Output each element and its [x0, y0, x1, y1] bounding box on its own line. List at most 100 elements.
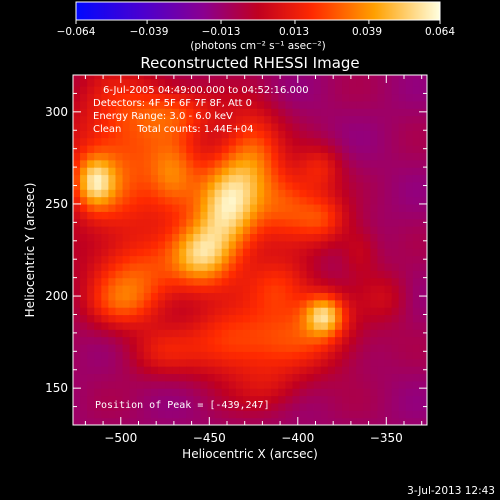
heatmap-cell [320, 174, 329, 183]
heatmap-cell [334, 115, 343, 124]
heatmap-cell [391, 226, 400, 235]
heatmap-cell [250, 93, 258, 102]
heatmap-cell [384, 321, 393, 330]
heatmap-cell [334, 255, 343, 264]
heatmap-cell [94, 93, 102, 102]
heatmap-cell [370, 218, 379, 227]
heatmap-cell [398, 329, 407, 338]
heatmap-cell [87, 181, 95, 190]
heatmap-cell [264, 115, 272, 124]
heatmap-cell [285, 277, 294, 286]
heatmap-cell [80, 351, 88, 360]
heatmap-cell [278, 380, 286, 389]
heatmap-cell [115, 388, 124, 397]
heatmap-cell [412, 233, 421, 242]
heatmap-cell [207, 75, 216, 80]
heatmap-cell [143, 145, 152, 153]
heatmap-cell [334, 395, 343, 404]
heatmap-cell [73, 75, 81, 80]
heatmap-cell [405, 137, 414, 146]
heatmap-cell [405, 417, 414, 425]
heatmap-cell [101, 189, 109, 198]
heatmap-cell [115, 86, 124, 95]
heatmap-cell [87, 93, 95, 102]
heatmap-cell [80, 152, 88, 161]
heatmap-cell [228, 86, 237, 95]
heatmap-cell [157, 329, 166, 338]
heatmap-cell [377, 159, 386, 168]
heatmap-cell [143, 211, 152, 220]
heatmap-cell [405, 410, 414, 419]
heatmap-cell [214, 159, 223, 168]
heatmap-cell [221, 366, 230, 375]
heatmap-cell [172, 292, 180, 301]
heatmap-cell [349, 100, 357, 109]
heatmap-cell [334, 299, 343, 308]
heatmap-cell [214, 262, 223, 271]
heatmap-cell [412, 270, 421, 279]
heatmap-cell [271, 181, 279, 190]
heatmap-cell [412, 240, 421, 249]
heatmap-cell [143, 174, 152, 183]
heatmap-cell [377, 211, 386, 220]
heatmap-cell [115, 402, 124, 411]
heatmap-cell [391, 75, 400, 80]
heatmap-cell [278, 402, 286, 411]
heatmap-cell [292, 373, 301, 382]
heatmap-cell [356, 277, 364, 286]
heatmap-cell [172, 380, 180, 389]
heatmap-cell [150, 189, 159, 198]
heatmap-cell [363, 321, 371, 330]
heatmap-cell [313, 159, 322, 168]
heatmap-cell [313, 373, 322, 382]
heatmap-cell [257, 277, 265, 286]
heatmap-cell [129, 122, 138, 131]
heatmap-cell [228, 78, 237, 87]
heatmap-cell [200, 189, 209, 198]
heatmap-cell [299, 270, 308, 279]
heatmap-cell [342, 307, 350, 316]
heatmap-cell [165, 203, 173, 212]
heatmap-cell [193, 248, 202, 257]
heatmap-cell [356, 285, 364, 293]
heatmap-cell [101, 174, 109, 183]
heatmap-cell [292, 145, 301, 153]
heatmap-cell [377, 108, 386, 117]
heatmap-cell [377, 373, 386, 382]
heatmap-cell [306, 115, 315, 124]
heatmap-cell [356, 343, 364, 352]
heatmap-cell [313, 417, 322, 425]
heatmap-cell [186, 78, 194, 87]
heatmap-cell [250, 181, 258, 190]
heatmap-cell [122, 211, 131, 220]
heatmap-cell [228, 380, 237, 389]
heatmap-cell [391, 285, 400, 293]
heatmap-cell [242, 366, 251, 375]
heatmap-cell [377, 233, 386, 242]
heatmap-cell [228, 343, 237, 352]
heatmap-cell [264, 203, 272, 212]
heatmap-cell [115, 262, 124, 271]
heatmap-cell [172, 262, 180, 271]
heatmap-cell [115, 100, 124, 109]
heatmap-cell [179, 240, 187, 249]
heatmap-cell [320, 93, 329, 102]
heatmap-cell [271, 307, 279, 316]
heatmap-cell [80, 388, 88, 397]
heatmap-cell [115, 93, 124, 102]
heatmap-cell [334, 373, 343, 382]
heatmap-cell [80, 402, 88, 411]
heatmap-cell [242, 277, 251, 286]
heatmap-cell [179, 248, 187, 257]
heatmap-cell [80, 314, 88, 323]
heatmap-cell [306, 240, 315, 249]
heatmap-cell [94, 86, 102, 95]
heatmap-cell [228, 336, 237, 345]
heatmap-cell [186, 285, 194, 293]
heatmap-cell [115, 152, 124, 161]
heatmap-cell [172, 108, 180, 117]
heatmap-cell [327, 336, 336, 345]
heatmap-cell [80, 248, 88, 257]
heatmap-cell [391, 233, 400, 242]
